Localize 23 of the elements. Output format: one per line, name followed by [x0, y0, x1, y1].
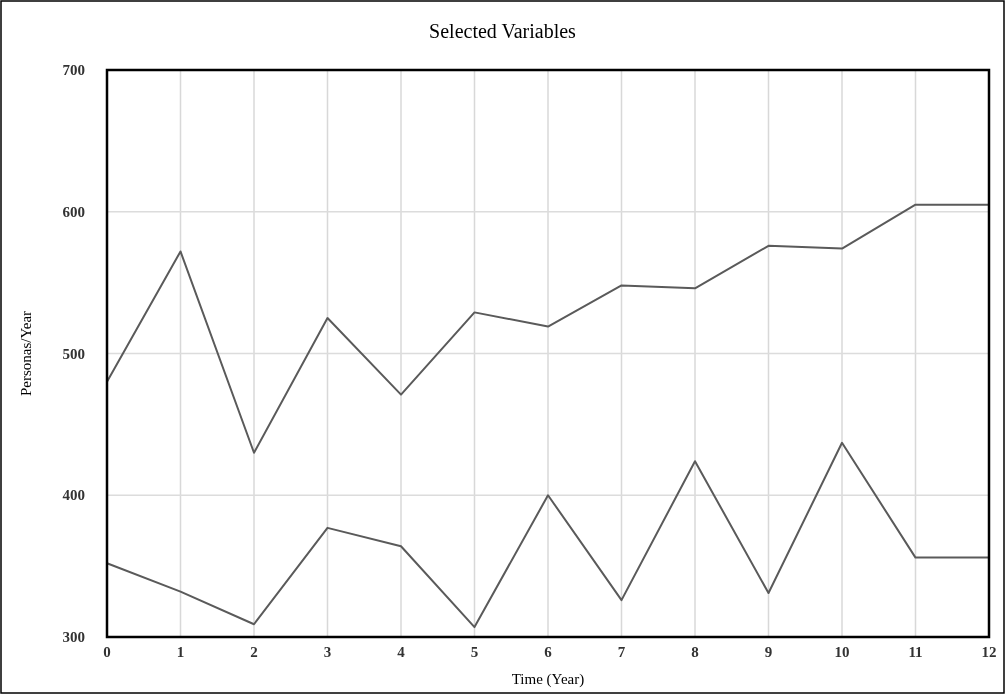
y-tick-label: 600	[62, 203, 85, 220]
x-tick-label: 11	[908, 644, 923, 660]
x-tick-label: 10	[834, 644, 850, 660]
x-tick-label: 12	[981, 644, 997, 660]
line-series	[106, 441, 990, 629]
y-tick-label: 400	[62, 487, 85, 504]
x-tick-label: 8	[691, 644, 699, 660]
x-tick-label: 9	[764, 644, 773, 660]
x-tick-label: 0	[103, 644, 111, 660]
x-tick-label: 5	[470, 644, 479, 660]
y-tick-label: 700	[62, 62, 85, 78]
x-tick-label: 2	[250, 644, 258, 660]
x-axis-title: Time (Year)	[511, 671, 585, 688]
line-series	[106, 203, 990, 454]
chart-title: Selected Variables	[429, 20, 577, 42]
y-tick-label: 300	[62, 629, 85, 645]
x-tick-label: 6	[544, 644, 553, 660]
y-tick-label: 500	[62, 345, 85, 362]
x-tick-label: 1	[176, 644, 185, 660]
x-tick-label: 4	[397, 644, 406, 660]
y-axis-title: Personas/Year	[18, 310, 34, 397]
x-tick-label: 3	[323, 644, 332, 660]
x-tick-label: 7	[617, 644, 626, 660]
